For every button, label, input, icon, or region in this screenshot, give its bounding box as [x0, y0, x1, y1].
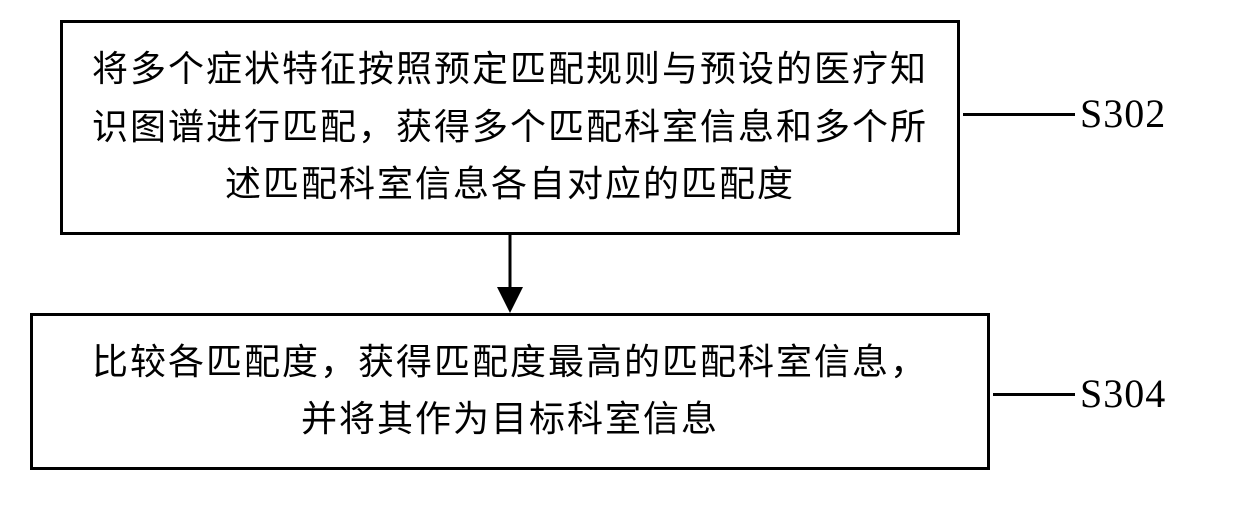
- step-text-1-line2: 识图谱进行匹配，获得多个匹配科室信息和多个所: [87, 99, 933, 157]
- step-text-2-line2: 并将其作为目标科室信息: [57, 391, 963, 449]
- step-text-2-line1: 比较各匹配度，获得匹配度最高的匹配科室信息，: [57, 334, 963, 392]
- flowchart-container: 将多个症状特征按照预定匹配规则与预设的医疗知 识图谱进行匹配，获得多个匹配科室信…: [60, 20, 1180, 470]
- step-text-1-line3: 述匹配科室信息各自对应的匹配度: [87, 156, 933, 214]
- step-text-1-line1: 将多个症状特征按照预定匹配规则与预设的医疗知: [87, 41, 933, 99]
- step-box-1: 将多个症状特征按照预定匹配规则与预设的医疗知 识图谱进行匹配，获得多个匹配科室信…: [60, 20, 960, 235]
- connector-line-2: [993, 393, 1075, 396]
- step-label-1: S302: [1080, 90, 1166, 137]
- connector-line-1: [963, 113, 1075, 116]
- arrow-line-icon: [509, 235, 512, 293]
- arrow-head-icon: [497, 287, 523, 313]
- arrow-1: [60, 235, 960, 313]
- step-label-2: S304: [1080, 370, 1166, 417]
- step-box-2: 比较各匹配度，获得匹配度最高的匹配科室信息， 并将其作为目标科室信息: [30, 313, 990, 470]
